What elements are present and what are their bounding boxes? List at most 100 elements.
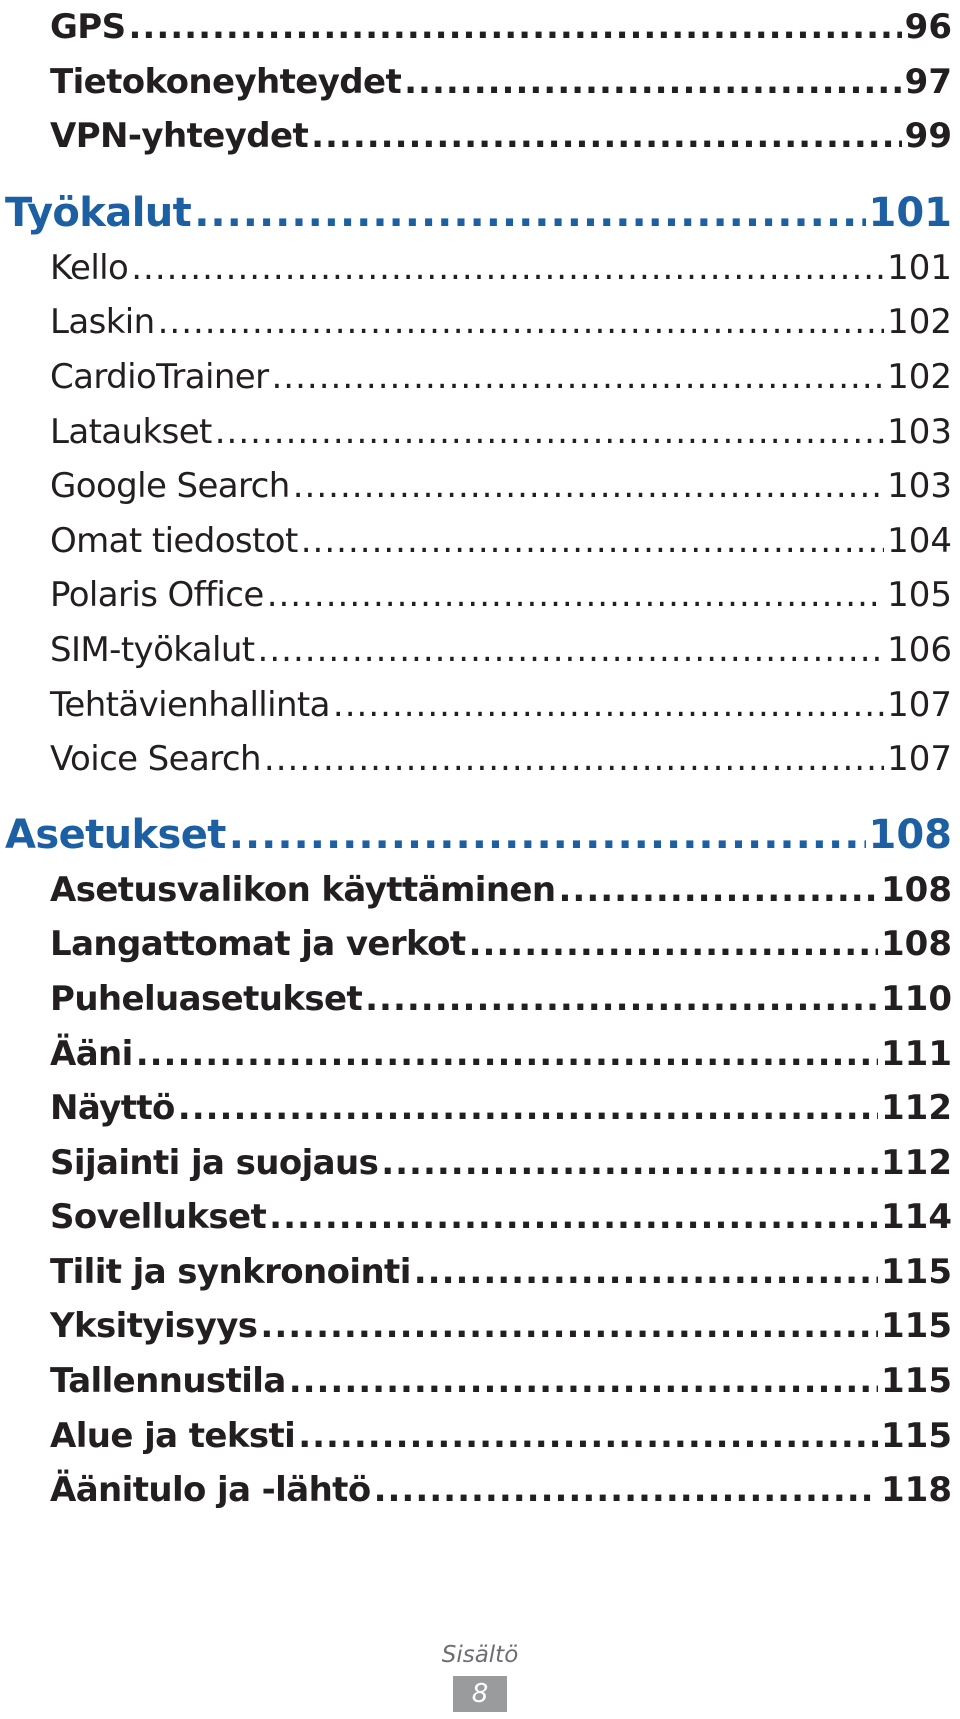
toc-entry-tallennustila[interactable]: Tallennustila 115 xyxy=(50,1354,952,1409)
dot-leader xyxy=(158,295,885,350)
dot-leader xyxy=(129,0,902,55)
toc-entry-page: 103 xyxy=(887,411,952,452)
toc-entry-page: 97 xyxy=(904,61,952,102)
toc-entry-title: Langattomat ja verkot xyxy=(50,924,466,965)
toc-entry-page: 106 xyxy=(887,629,952,670)
toc-entry-asetusvalikon-kayttaminen[interactable]: Asetusvalikon käyttäminen 108 xyxy=(50,863,952,918)
dot-leader xyxy=(178,1081,878,1136)
toc-entry-page: 112 xyxy=(881,1142,952,1183)
dot-leader xyxy=(374,1463,878,1518)
toc-entry-title: Tehtävienhallinta xyxy=(50,684,331,725)
toc-entry-page: 110 xyxy=(881,978,952,1019)
toc-entry-title: Asetusvalikon käyttäminen xyxy=(50,869,556,910)
dot-leader xyxy=(271,350,884,405)
page-footer: Sisältö 8 xyxy=(0,1640,960,1712)
toc-entry-title: Alue ja teksti xyxy=(50,1415,296,1456)
dot-leader xyxy=(414,1245,878,1300)
toc-entry-title: Omat tiedostot xyxy=(50,520,298,561)
toc-entry-tilit-ja-synkronointi[interactable]: Tilit ja synkronointi 115 xyxy=(50,1245,952,1300)
toc-entry-lataukset[interactable]: Lataukset 103 xyxy=(50,405,952,460)
dot-leader xyxy=(559,863,879,918)
toc-entry-title: Laskin xyxy=(50,302,155,343)
toc-entry-title: Ääni xyxy=(50,1033,133,1074)
dot-leader xyxy=(289,1354,878,1409)
toc-entry-title: Voice Search xyxy=(50,739,262,780)
dot-leader xyxy=(293,459,884,514)
toc-entry-puheluasetukset[interactable]: Puheluasetukset 110 xyxy=(50,972,952,1027)
toc-entry-aanitulo-ja-lahto[interactable]: Äänitulo ja -lähtö 118 xyxy=(50,1463,952,1518)
toc-entry-page: 115 xyxy=(881,1415,952,1456)
toc-entry-title: Näyttö xyxy=(50,1088,175,1129)
dot-leader xyxy=(264,732,884,787)
toc-entry-page: 99 xyxy=(904,116,952,157)
toc-entry-vpn-yhteydet[interactable]: VPN-yhteydet 99 xyxy=(50,109,952,164)
toc-entry-sijainti-ja-suojaus[interactable]: Sijainti ja suojaus 112 xyxy=(50,1136,952,1191)
toc-entry-laskin[interactable]: Laskin 102 xyxy=(50,295,952,350)
toc-entry-title: SIM-työkalut xyxy=(50,629,255,670)
toc-entry-sim-tyokalut[interactable]: SIM-työkalut 106 xyxy=(50,623,952,678)
toc-entry-page: 108 xyxy=(881,924,952,965)
footer-section-label: Sisältö xyxy=(441,1642,519,1668)
dot-leader xyxy=(229,807,866,863)
toc-entry-tehtavienhallinta[interactable]: Tehtävienhallinta 107 xyxy=(50,678,952,733)
toc-entry-page: 103 xyxy=(887,466,952,507)
dot-leader xyxy=(267,568,884,623)
dot-leader xyxy=(381,1136,878,1191)
toc-entry-title: CardioTrainer xyxy=(50,356,269,397)
dot-leader xyxy=(365,972,878,1027)
toc-entry-page: 102 xyxy=(887,302,952,343)
dot-leader xyxy=(260,1299,878,1354)
toc-entry-page: 118 xyxy=(881,1470,952,1511)
toc-entry-page: 111 xyxy=(881,1033,952,1074)
dot-leader xyxy=(311,109,902,164)
toc-entry-kello[interactable]: Kello 101 xyxy=(50,241,952,296)
toc-entry-title: Polaris Office xyxy=(50,575,264,616)
toc-entry-title: Yksityisyys xyxy=(50,1306,258,1347)
toc-section-page: 101 xyxy=(868,189,953,236)
footer-page-number: 8 xyxy=(453,1676,507,1712)
toc-entry-title: Tallennustila xyxy=(50,1361,286,1402)
toc-section-asetukset[interactable]: Asetukset 108 xyxy=(5,807,952,863)
toc-entry-page: 115 xyxy=(881,1361,952,1402)
toc-entry-google-search[interactable]: Google Search 103 xyxy=(50,459,952,514)
toc-entry-tietokoneyhteydet[interactable]: Tietokoneyhteydet 97 xyxy=(50,55,952,110)
toc-section-title: Työkalut xyxy=(5,189,192,236)
toc-entry-polaris-office[interactable]: Polaris Office 105 xyxy=(50,568,952,623)
toc-entry-gps[interactable]: GPS 96 xyxy=(50,0,952,55)
toc-entry-page: 101 xyxy=(887,247,952,288)
toc-entry-cardiotrainer[interactable]: CardioTrainer 102 xyxy=(50,350,952,405)
toc-entry-title: Google Search xyxy=(50,466,290,507)
toc-section-page: 108 xyxy=(868,811,953,858)
table-of-contents: GPS 96 Tietokoneyhteydet 97 VPN-yhteydet… xyxy=(0,0,960,1518)
toc-entry-sovellukset[interactable]: Sovellukset 114 xyxy=(50,1190,952,1245)
toc-entry-page: 112 xyxy=(881,1088,952,1129)
toc-entry-title: Tilit ja synkronointi xyxy=(50,1251,411,1292)
toc-entry-omat-tiedostot[interactable]: Omat tiedostot 104 xyxy=(50,514,952,569)
toc-entry-title: Sovellukset xyxy=(50,1197,267,1238)
toc-entry-title: Puheluasetukset xyxy=(50,978,363,1019)
toc-entry-alue-ja-teksti[interactable]: Alue ja teksti 115 xyxy=(50,1409,952,1464)
dot-leader xyxy=(469,917,878,972)
toc-entry-yksityisyys[interactable]: Yksityisyys 115 xyxy=(50,1299,952,1354)
toc-entry-voice-search[interactable]: Voice Search 107 xyxy=(50,732,952,787)
toc-entry-langattomat-ja-verkot[interactable]: Langattomat ja verkot 108 xyxy=(50,917,952,972)
toc-entry-aani[interactable]: Ääni 111 xyxy=(50,1027,952,1082)
dot-leader xyxy=(258,623,885,678)
toc-entry-page: 105 xyxy=(887,575,952,616)
toc-entry-page: 102 xyxy=(887,356,952,397)
dot-leader xyxy=(131,241,884,296)
toc-entry-page: 115 xyxy=(881,1251,952,1292)
toc-entry-title: GPS xyxy=(50,7,126,47)
toc-entry-page: 96 xyxy=(904,7,952,47)
toc-entry-title: Tietokoneyhteydet xyxy=(50,61,402,102)
toc-entry-title: VPN-yhteydet xyxy=(50,116,309,157)
dot-leader xyxy=(301,514,884,569)
toc-entry-naytto[interactable]: Näyttö 112 xyxy=(50,1081,952,1136)
toc-entry-title: Lataukset xyxy=(50,411,212,452)
toc-section-tyokalut[interactable]: Työkalut 101 xyxy=(5,185,952,241)
dot-leader xyxy=(404,55,902,110)
toc-entry-title: Äänitulo ja -lähtö xyxy=(50,1470,371,1511)
toc-entry-title: Kello xyxy=(50,247,129,288)
dot-leader xyxy=(136,1027,878,1082)
toc-entry-page: 114 xyxy=(881,1197,952,1238)
